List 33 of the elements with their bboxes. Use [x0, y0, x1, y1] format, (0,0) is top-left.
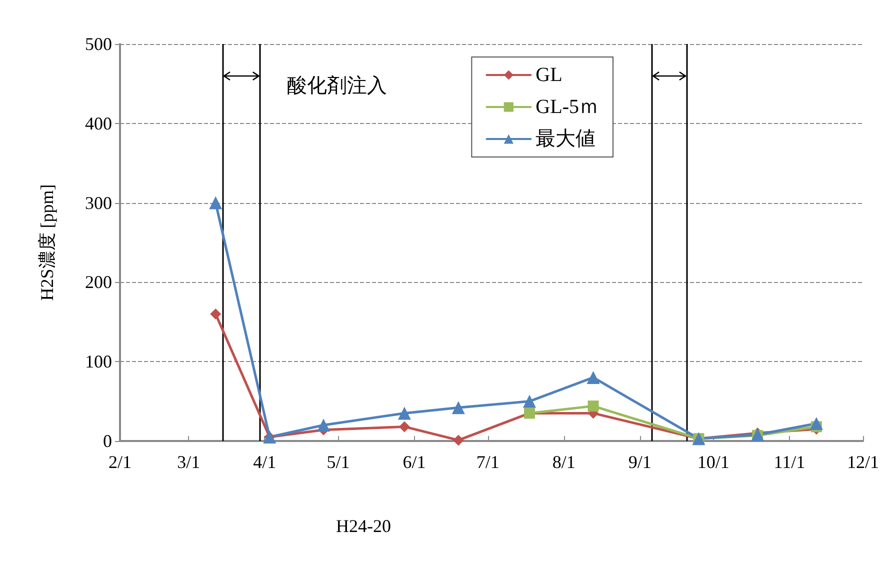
- x-tick-label: 8/1: [552, 452, 576, 472]
- y-tick-label: 200: [85, 272, 112, 292]
- point: [210, 308, 222, 320]
- legend-label: 最大値: [536, 128, 596, 150]
- point: [398, 421, 410, 432]
- y-axis-title: H2S濃度 [ppm]: [37, 184, 57, 301]
- x-tick-label: 9/1: [628, 452, 652, 472]
- annotation: 酸化剤注入: [287, 73, 387, 97]
- y-tick-label: 100: [85, 352, 112, 372]
- point: [452, 434, 464, 446]
- y-tick-label: 0: [103, 431, 112, 451]
- y-tick-label: 300: [85, 192, 112, 213]
- x-tick-label: 4/1: [253, 452, 276, 472]
- x-tick-label: 5/1: [326, 452, 350, 472]
- x-tick-label: 2/1: [108, 452, 132, 472]
- point: [209, 196, 222, 210]
- x-tick-label: 7/1: [476, 452, 500, 472]
- point: [452, 401, 465, 414]
- x-tick-label: 6/1: [402, 452, 426, 472]
- point: [588, 400, 599, 412]
- x-tick-label: 10/1: [697, 452, 730, 472]
- point: [586, 370, 600, 384]
- y-tick-label: 400: [85, 113, 112, 134]
- point: [398, 406, 411, 420]
- point: [317, 418, 330, 432]
- legend-label: GL: [536, 64, 562, 86]
- legend-label: GL-5ｍ: [536, 96, 600, 118]
- x-tick-label: 3/1: [177, 452, 200, 472]
- x-tick-label: 11/1: [774, 452, 806, 472]
- y-tick-label: 500: [85, 34, 112, 54]
- text: H24-20: [336, 516, 391, 536]
- x-tick-label: 12/1: [846, 452, 880, 472]
- point: [523, 394, 536, 408]
